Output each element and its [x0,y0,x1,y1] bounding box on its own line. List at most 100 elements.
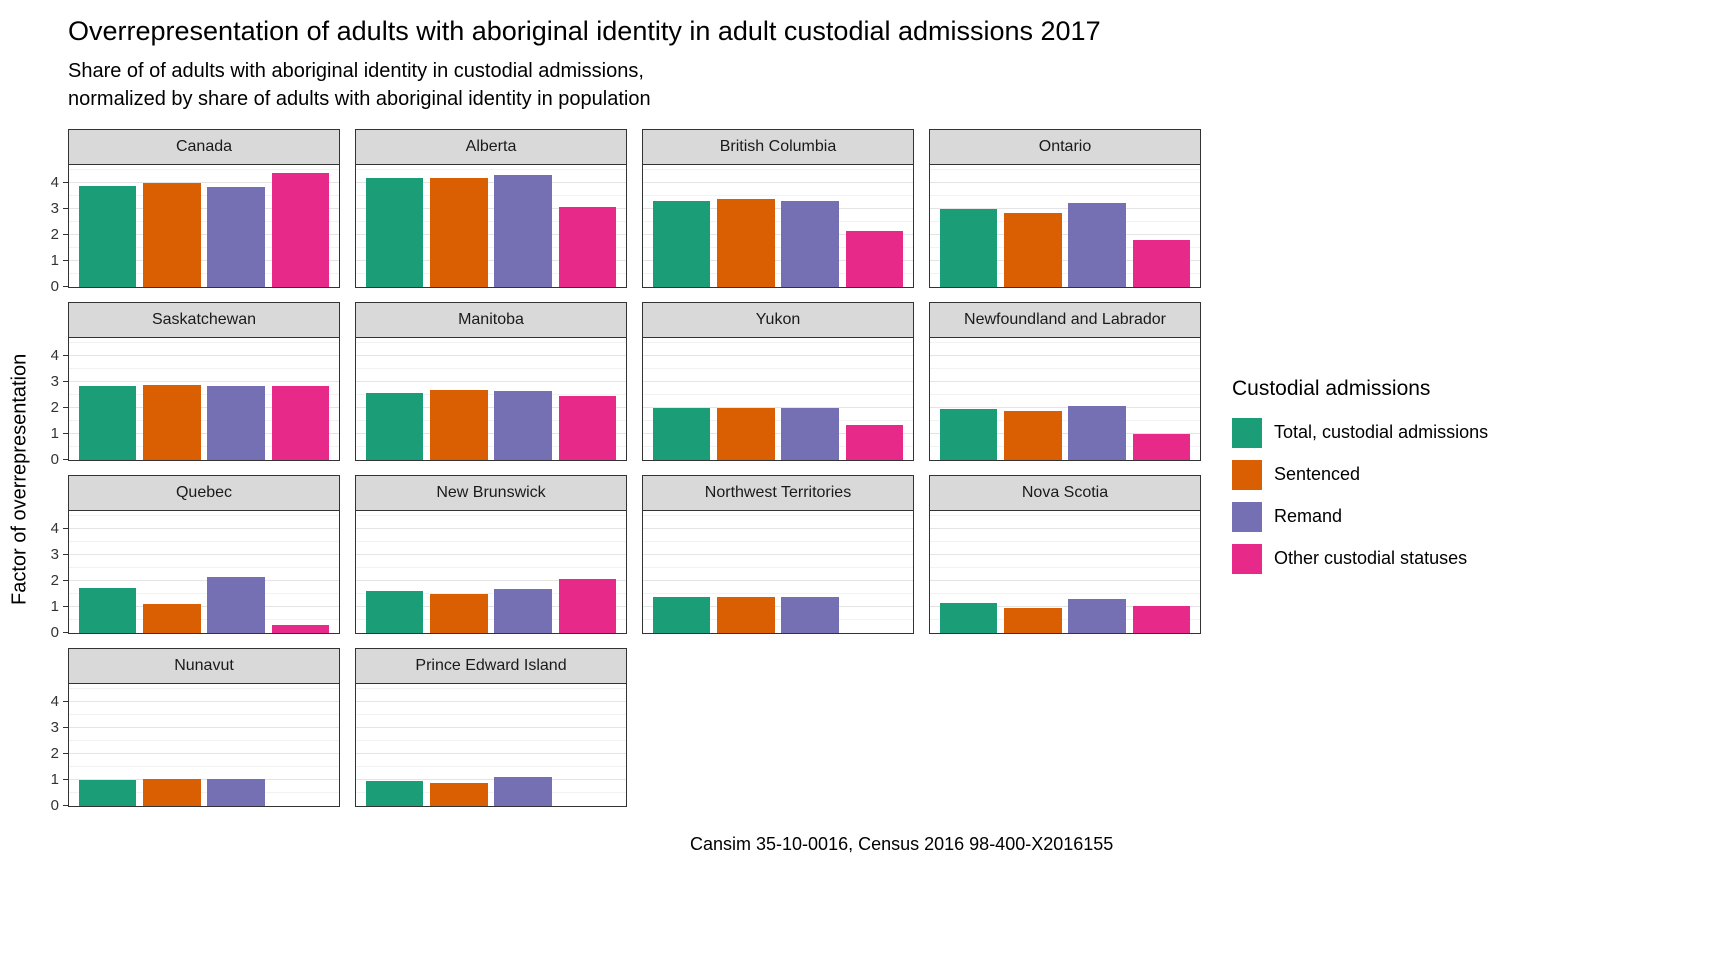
gridline-major [643,433,913,435]
facet-plot-area [643,511,913,633]
legend-key-swatch [1232,501,1262,532]
facet-strip-label: New Brunswick [356,476,626,511]
gridline-major [643,355,913,357]
legend-key-swatch [1232,459,1262,490]
bar-total-custodial-admissions [365,177,424,287]
bar-total-custodial-admissions [365,392,424,460]
gridline-minor [643,221,913,223]
bar-total-custodial-admissions [939,209,998,287]
gridline-minor [356,342,626,344]
gridline-major [356,182,626,184]
facet-plot-area: 0 1 2 3 4 [51,684,339,814]
bar-remand [494,588,553,633]
y-tick-mark [63,528,68,530]
y-tick-label: 2 [50,745,59,763]
bar-total-custodial-admissions [939,603,998,633]
gridline-major [356,260,626,262]
legend-key-swatch [1232,417,1262,448]
gridline-major [930,433,1200,435]
facet-strip-label: Yukon [643,303,913,338]
gridline-major [643,260,913,262]
gridline-minor [69,420,339,422]
gridline-minor [930,195,1200,197]
gridline-major [69,753,339,755]
gridline-minor [356,169,626,171]
gridline-major [69,580,339,582]
gridline-major [69,528,339,530]
facet-panel-newfoundland-and-labrador: Newfoundland and Labrador [929,302,1201,461]
bar-total-custodial-admissions [652,596,711,633]
gridline-minor [356,446,626,448]
y-tick-mark [63,381,68,383]
bar-remand [207,386,266,460]
y-tick-mark [63,355,68,357]
bar-sentenced [716,198,775,287]
gridline-minor [69,792,339,794]
y-tick-mark [63,433,68,435]
y-tick-label: 0 [50,797,59,814]
gridline-minor [356,619,626,621]
bar-sentenced [142,183,201,287]
y-tick-label: 1 [50,252,59,270]
gridline-major [356,753,626,755]
y-tick-mark [63,234,68,236]
gridline-minor [643,342,913,344]
gridline-minor [356,247,626,249]
gridline-minor [643,593,913,595]
bar-other-custodial-statuses [1132,434,1191,460]
facet-plot-area [643,338,913,460]
legend-item-other-custodial-statuses: Other custodial statuses [1232,543,1592,574]
gridline-major [643,182,913,184]
facet-plot-area [930,511,1200,633]
y-tick-label: 0 [50,624,59,641]
bar-other-custodial-statuses [558,206,617,287]
gridline-minor [356,195,626,197]
legend-item-label: Sentenced [1274,464,1361,484]
gridline-major [643,407,913,409]
facet-panel-canada: Canada 0 1 2 3 4 [51,129,340,295]
bar-remand [781,201,840,287]
gridline-minor [69,446,339,448]
gridline-minor [930,420,1200,422]
gridline-major [643,208,913,210]
bar-remand [494,175,553,287]
bar-total-custodial-admissions [939,409,998,460]
gridline-minor [69,342,339,344]
gridline-minor [69,619,339,621]
y-tick-label: 1 [50,771,59,789]
bar-remand [1068,405,1127,460]
gridline-major [69,727,339,729]
legend-title: Custodial admissions [1232,377,1431,400]
y-tick-mark [63,407,68,409]
legend-item-label: Total, custodial admissions [1274,422,1489,442]
chart-title: Overrepresentation of adults with aborig… [68,16,1101,46]
gridline-minor [356,221,626,223]
y-tick-label: 3 [50,373,59,391]
gridline-minor [69,515,339,517]
gridline-major [356,355,626,357]
y-tick-label: 3 [50,719,59,737]
gridline-major [69,554,339,556]
facet-strip-label: Prince Edward Island [356,649,626,684]
y-tick-label: 4 [50,347,59,365]
gridline-minor [356,740,626,742]
y-tick-mark [63,182,68,184]
facet-strip-label: Alberta [356,130,626,165]
gridline-minor [356,541,626,543]
facet-plot-area [356,684,626,806]
bar-remand [781,596,840,633]
gridline-minor [930,368,1200,370]
gridline-minor [356,766,626,768]
bar-total-custodial-admissions [78,386,137,460]
y-tick-label: 1 [50,598,59,616]
gridline-minor [930,342,1200,344]
gridline-major [356,580,626,582]
facet-panel-british-columbia: British Columbia [642,129,914,288]
gridline-major [69,407,339,409]
facet-strip-label: Nova Scotia [930,476,1200,511]
gridline-minor [69,247,339,249]
gridline-major [930,606,1200,608]
gridline-major [356,701,626,703]
y-tick-mark [63,805,68,806]
